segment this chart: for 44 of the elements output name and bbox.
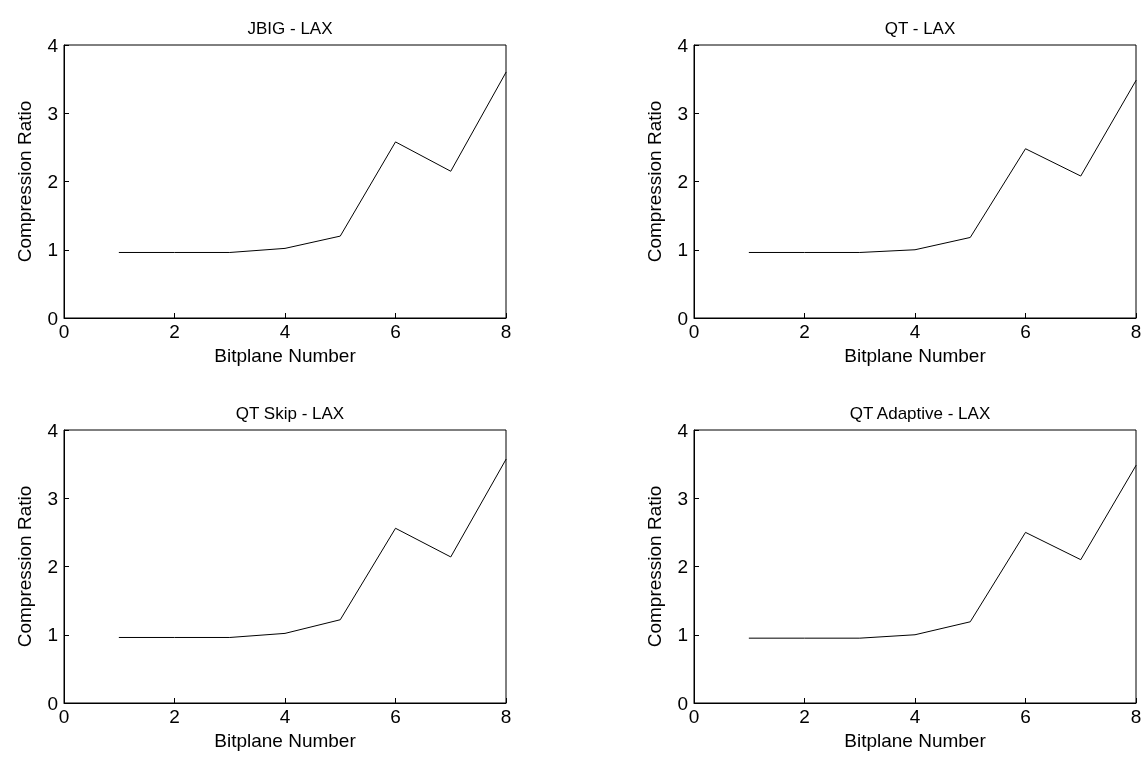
y-tick-label: 3 [47,487,58,509]
y-tick-label: 1 [47,239,58,261]
x-tick-label: 2 [799,706,810,727]
x-tick-label: 2 [169,321,180,342]
x-tick-label: 6 [1020,321,1031,342]
y-tick-label: 1 [677,624,688,646]
x-tick-label: 8 [1130,321,1142,342]
chart-title: QT Skip - LAX [235,404,345,423]
x-tick-label: 8 [1130,706,1142,727]
y-tick-label: 4 [47,34,59,56]
x-tick-label: 6 [390,706,401,727]
y-tick-label: 4 [677,34,689,56]
y-tick-label: 4 [47,419,59,441]
y-tick-label: 2 [47,171,58,192]
x-tick-label: 8 [500,706,512,727]
y-axis-title: Compression Ratio [644,100,665,263]
x-axis-title: Bitplane Number [844,344,987,366]
y-tick-label: 4 [677,419,689,441]
y-tick-label: 3 [677,102,688,124]
y-tick-label: 3 [677,487,688,509]
y-tick-label: 1 [677,239,688,261]
x-axis-title: Bitplane Number [214,344,357,366]
x-tick-label: 4 [909,321,921,342]
x-axis-title: Bitplane Number [844,729,987,751]
y-tick-label: 1 [47,624,58,646]
chart-title: QT Adaptive - LAX [849,404,991,423]
y-tick-label: 2 [677,556,688,577]
chart-title: QT - LAX [884,19,956,38]
x-tick-label: 4 [909,706,921,727]
x-tick-label: 6 [390,321,401,342]
y-tick-label: 3 [47,102,58,124]
x-axis-title: Bitplane Number [214,729,357,751]
x-tick-label: 4 [279,321,291,342]
x-tick-label: 4 [279,706,291,727]
y-axis-title: Compression Ratio [14,100,35,263]
y-axis-title: Compression Ratio [14,485,35,648]
x-tick-label: 2 [169,706,180,727]
y-tick-label: 2 [47,556,58,577]
x-tick-label: 2 [799,321,810,342]
y-tick-label: 2 [677,171,688,192]
x-tick-label: 8 [500,321,512,342]
y-axis-title: Compression Ratio [644,485,665,648]
chart-title: JBIG - LAX [247,19,333,38]
x-tick-label: 6 [1020,706,1031,727]
